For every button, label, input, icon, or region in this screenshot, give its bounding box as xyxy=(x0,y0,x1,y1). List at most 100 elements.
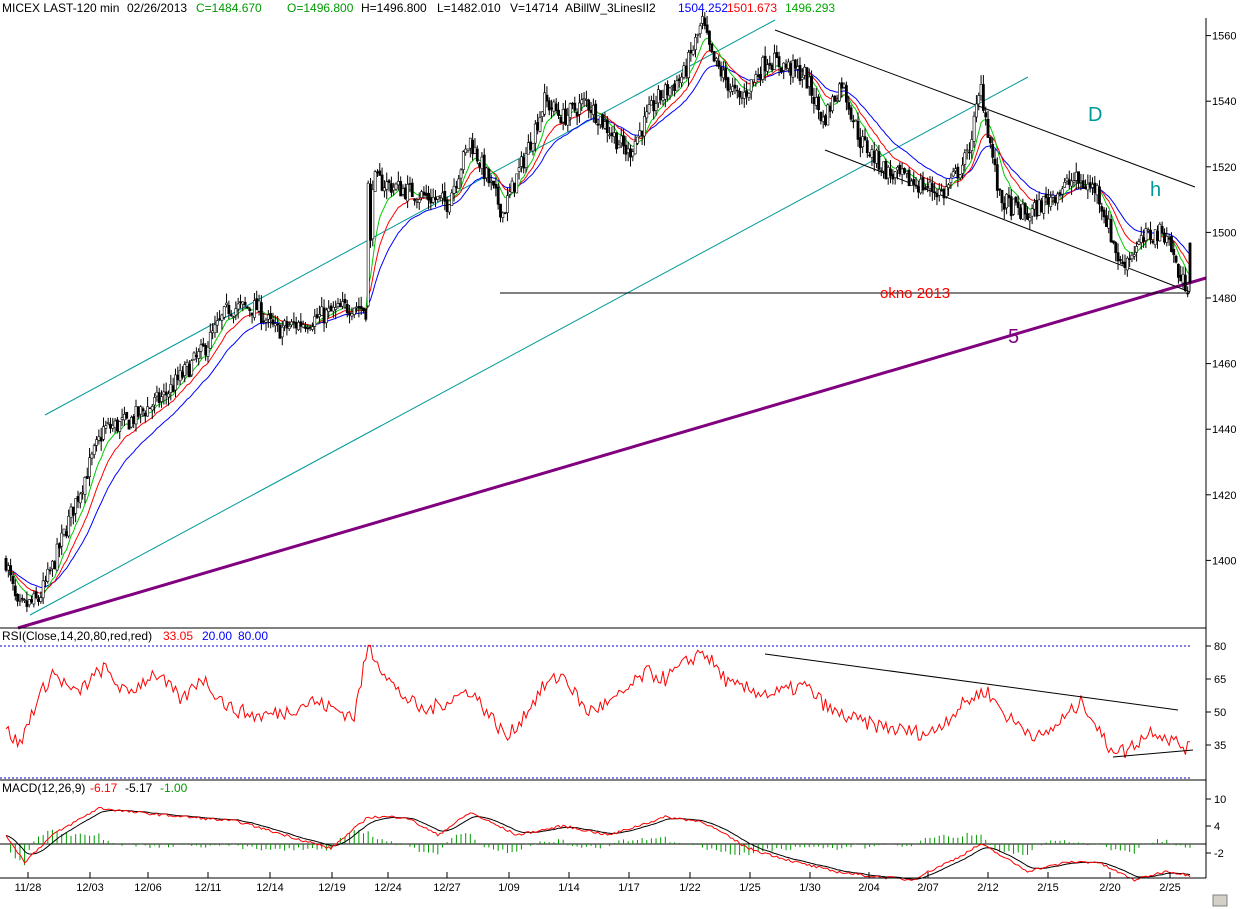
candle-body xyxy=(259,302,263,324)
candle-body xyxy=(914,184,918,187)
x-tick-label: 2/07 xyxy=(917,882,938,894)
candle xyxy=(584,90,588,108)
candle-body xyxy=(150,406,154,411)
rsi-panel: 35 50 65 80 xyxy=(0,641,1226,779)
candle-body xyxy=(777,56,781,68)
candle xyxy=(529,132,533,152)
candle-body xyxy=(324,309,328,324)
candle-body xyxy=(46,568,50,582)
candle xyxy=(865,137,869,158)
candle xyxy=(401,184,405,197)
candle xyxy=(1176,263,1180,284)
candle xyxy=(141,406,145,417)
candle-body xyxy=(522,157,526,169)
candle-body xyxy=(97,436,101,441)
candle-body xyxy=(770,64,774,71)
candle-body xyxy=(845,85,848,103)
y-tick-label: 1560 xyxy=(1212,31,1236,43)
candle-body xyxy=(194,355,198,357)
candle xyxy=(587,98,591,119)
candle xyxy=(1014,196,1018,206)
candle xyxy=(838,82,841,102)
candle-body xyxy=(106,422,110,424)
candle-body xyxy=(473,147,477,154)
candle xyxy=(619,128,623,148)
x-tick-label: 1/30 xyxy=(799,882,820,894)
x-tick-label: 12/06 xyxy=(134,882,162,894)
candle-body xyxy=(357,306,361,309)
candle-body xyxy=(1012,198,1015,215)
candle-body xyxy=(174,374,177,391)
candle xyxy=(18,593,22,607)
candle xyxy=(32,590,36,608)
candle xyxy=(603,112,607,130)
candle-body xyxy=(629,148,632,158)
candle-body xyxy=(271,319,275,325)
candle xyxy=(336,297,340,309)
candle xyxy=(768,55,772,70)
candle xyxy=(749,79,753,100)
candle xyxy=(1049,191,1053,211)
candle-body xyxy=(963,152,967,165)
candle xyxy=(139,405,143,424)
candle-body xyxy=(940,189,943,192)
candle-body xyxy=(160,396,163,402)
candle xyxy=(1107,210,1111,234)
header-low: L=1482.010 xyxy=(437,1,501,15)
candle xyxy=(294,316,298,335)
candle xyxy=(461,150,465,174)
x-tick-label: 2/12 xyxy=(977,882,998,894)
candle xyxy=(452,178,456,202)
candle xyxy=(643,107,646,146)
candlestick-series xyxy=(4,10,1192,613)
candle xyxy=(698,22,702,38)
candle-body xyxy=(589,110,593,113)
candle xyxy=(301,320,305,329)
candle xyxy=(912,171,916,193)
candle xyxy=(494,177,498,197)
candle xyxy=(501,211,505,223)
candle xyxy=(1091,177,1094,196)
candle xyxy=(710,43,714,54)
candle xyxy=(134,399,138,432)
candle-body xyxy=(459,169,463,179)
candle xyxy=(907,167,911,187)
macd-v1: -6.17 xyxy=(90,781,118,795)
candle xyxy=(378,163,382,176)
candle xyxy=(46,562,50,584)
candle xyxy=(113,418,117,434)
downtrend-lower-line xyxy=(824,149,1191,293)
candle xyxy=(1105,207,1108,227)
resize-grip-icon[interactable] xyxy=(1212,894,1228,907)
candle xyxy=(800,68,804,88)
candle xyxy=(687,49,690,87)
candle xyxy=(714,56,718,67)
candle-body xyxy=(403,187,407,199)
candle-body xyxy=(420,191,423,198)
annotation-d: D xyxy=(1088,104,1102,126)
candle xyxy=(106,417,110,426)
candle xyxy=(1065,174,1069,185)
candle xyxy=(870,144,874,166)
candle xyxy=(62,528,66,537)
candle-body xyxy=(951,171,955,177)
candle xyxy=(652,93,656,120)
candle xyxy=(689,42,693,62)
candle-body xyxy=(380,174,384,191)
candle-body xyxy=(136,406,140,417)
candle xyxy=(266,310,270,328)
candle-body xyxy=(1000,189,1004,204)
candle xyxy=(531,143,535,156)
candle xyxy=(475,145,479,165)
annotation-okno: okno 2013 xyxy=(880,285,950,302)
candle xyxy=(204,343,208,361)
candle-body xyxy=(1105,215,1108,227)
candle xyxy=(656,85,660,108)
candle xyxy=(1188,242,1192,292)
candle xyxy=(76,490,80,509)
candle-body xyxy=(266,314,270,320)
candle xyxy=(1040,197,1043,213)
candle xyxy=(831,94,834,114)
candle xyxy=(403,183,407,200)
candle-body xyxy=(710,43,714,53)
